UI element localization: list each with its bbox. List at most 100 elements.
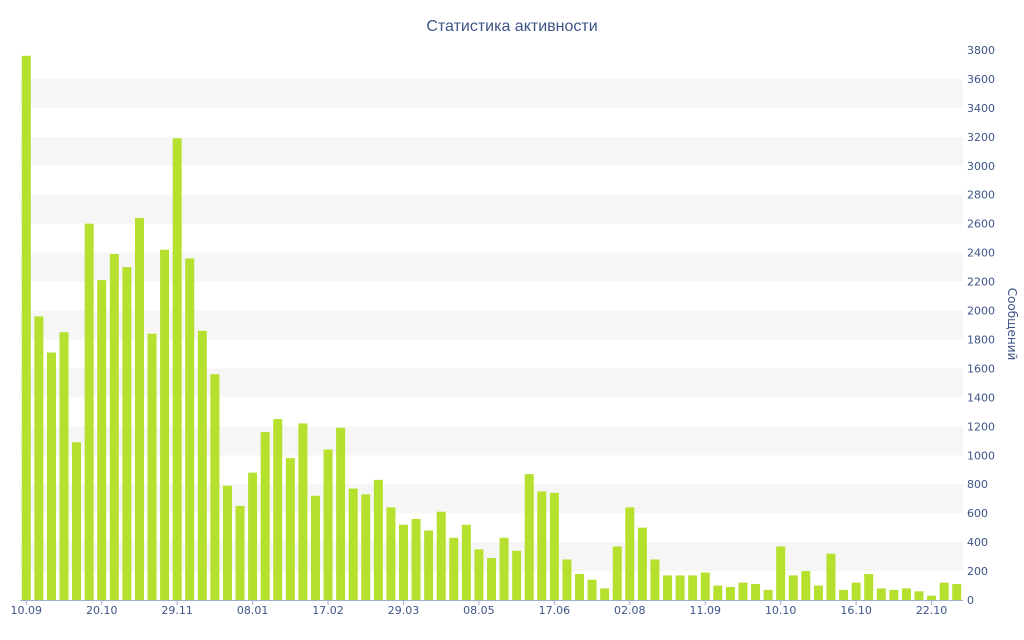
bar bbox=[436, 511, 446, 600]
bar bbox=[952, 584, 962, 600]
y-axis: 0 200 400 600 800 1000 1200 1400 1600 1800 2000 220… bbox=[967, 44, 995, 607]
y-tick-label: 800 bbox=[967, 478, 988, 491]
x-tick-label: 08.05 bbox=[463, 604, 495, 617]
bar bbox=[285, 458, 295, 600]
bar bbox=[562, 559, 572, 600]
y-tick-label: 1000 bbox=[967, 449, 995, 462]
bar bbox=[839, 589, 849, 600]
bar bbox=[222, 485, 232, 600]
bar bbox=[688, 575, 698, 600]
bar bbox=[625, 507, 635, 600]
y-tick-label: 200 bbox=[967, 565, 988, 578]
bar bbox=[109, 254, 119, 600]
bar bbox=[738, 582, 748, 600]
bar-series bbox=[21, 55, 962, 601]
x-tick-label: 17.06 bbox=[539, 604, 571, 617]
bar bbox=[84, 223, 94, 600]
bar bbox=[122, 267, 132, 600]
bar bbox=[21, 55, 31, 601]
bar bbox=[386, 507, 396, 600]
bar bbox=[260, 432, 270, 600]
bar bbox=[235, 505, 245, 600]
x-tick-label: 16.10 bbox=[840, 604, 872, 617]
bar bbox=[851, 582, 861, 600]
bar bbox=[185, 258, 195, 600]
bar bbox=[361, 494, 371, 600]
y-tick-label: 3000 bbox=[967, 160, 995, 173]
bar bbox=[914, 591, 924, 600]
chart-title: Статистика активности bbox=[426, 18, 597, 35]
y-tick-label: 1800 bbox=[967, 333, 995, 346]
bar bbox=[97, 280, 107, 600]
x-tick-label: 10.09 bbox=[11, 604, 43, 617]
plot-band bbox=[20, 136, 963, 166]
bar bbox=[461, 524, 471, 600]
x-tick-label: 08.01 bbox=[237, 604, 269, 617]
y-tick-label: 2200 bbox=[967, 276, 995, 289]
bar bbox=[474, 549, 484, 600]
bar bbox=[725, 586, 735, 600]
bar bbox=[134, 217, 144, 600]
x-axis: 10.09 20.10 29.11 08.01 17.02 29.03 08.05 17.06… bbox=[11, 600, 963, 617]
bar bbox=[889, 589, 899, 600]
bar bbox=[524, 474, 534, 600]
bar bbox=[72, 442, 82, 600]
bar bbox=[663, 575, 673, 600]
x-tick-label: 10.10 bbox=[765, 604, 797, 617]
bar bbox=[59, 332, 69, 600]
bar bbox=[298, 423, 308, 600]
bar bbox=[801, 571, 811, 600]
bar bbox=[637, 527, 647, 600]
bar bbox=[776, 546, 786, 600]
bar bbox=[751, 584, 761, 600]
y-tick-label: 600 bbox=[967, 507, 988, 520]
bar bbox=[512, 550, 522, 600]
y-tick-label: 3200 bbox=[967, 131, 995, 144]
bar bbox=[675, 575, 685, 600]
bar bbox=[449, 537, 459, 600]
bar bbox=[323, 449, 333, 600]
bar bbox=[197, 330, 207, 600]
bar bbox=[876, 588, 886, 600]
y-tick-label: 1400 bbox=[967, 391, 995, 404]
bar bbox=[826, 553, 836, 600]
bar bbox=[147, 333, 157, 600]
y-tick-label: 0 bbox=[967, 594, 974, 607]
bar bbox=[549, 492, 559, 600]
y-tick-label: 400 bbox=[967, 536, 988, 549]
y-axis-title: Сообщений bbox=[1005, 288, 1019, 361]
y-tick-label: 2400 bbox=[967, 247, 995, 260]
plot-band bbox=[20, 78, 963, 108]
x-tick-label: 29.11 bbox=[161, 604, 193, 617]
bar bbox=[487, 558, 496, 600]
bar bbox=[310, 495, 320, 600]
x-tick-label: 02.08 bbox=[614, 604, 646, 617]
y-tick-label: 1600 bbox=[967, 362, 995, 375]
bar bbox=[46, 352, 56, 600]
bar bbox=[612, 546, 622, 600]
bar bbox=[763, 589, 773, 600]
bar bbox=[210, 374, 220, 600]
bar bbox=[499, 537, 509, 600]
bar bbox=[248, 472, 258, 600]
bar bbox=[348, 488, 358, 600]
bar bbox=[424, 530, 434, 600]
bar bbox=[788, 575, 798, 600]
y-tick-label: 2600 bbox=[967, 218, 995, 231]
bar bbox=[172, 138, 182, 601]
bar bbox=[273, 419, 283, 600]
bar bbox=[411, 518, 421, 600]
x-tick-label: 20.10 bbox=[86, 604, 118, 617]
bar bbox=[160, 249, 170, 601]
bar bbox=[650, 559, 660, 600]
x-tick-label: 22.10 bbox=[916, 604, 948, 617]
bar bbox=[813, 585, 823, 600]
y-tick-label: 3400 bbox=[967, 102, 995, 115]
bar bbox=[537, 491, 547, 600]
x-tick-label: 11.09 bbox=[690, 604, 722, 617]
bar bbox=[373, 479, 383, 600]
bar bbox=[575, 573, 585, 600]
bar bbox=[600, 588, 610, 600]
bar bbox=[864, 573, 874, 600]
